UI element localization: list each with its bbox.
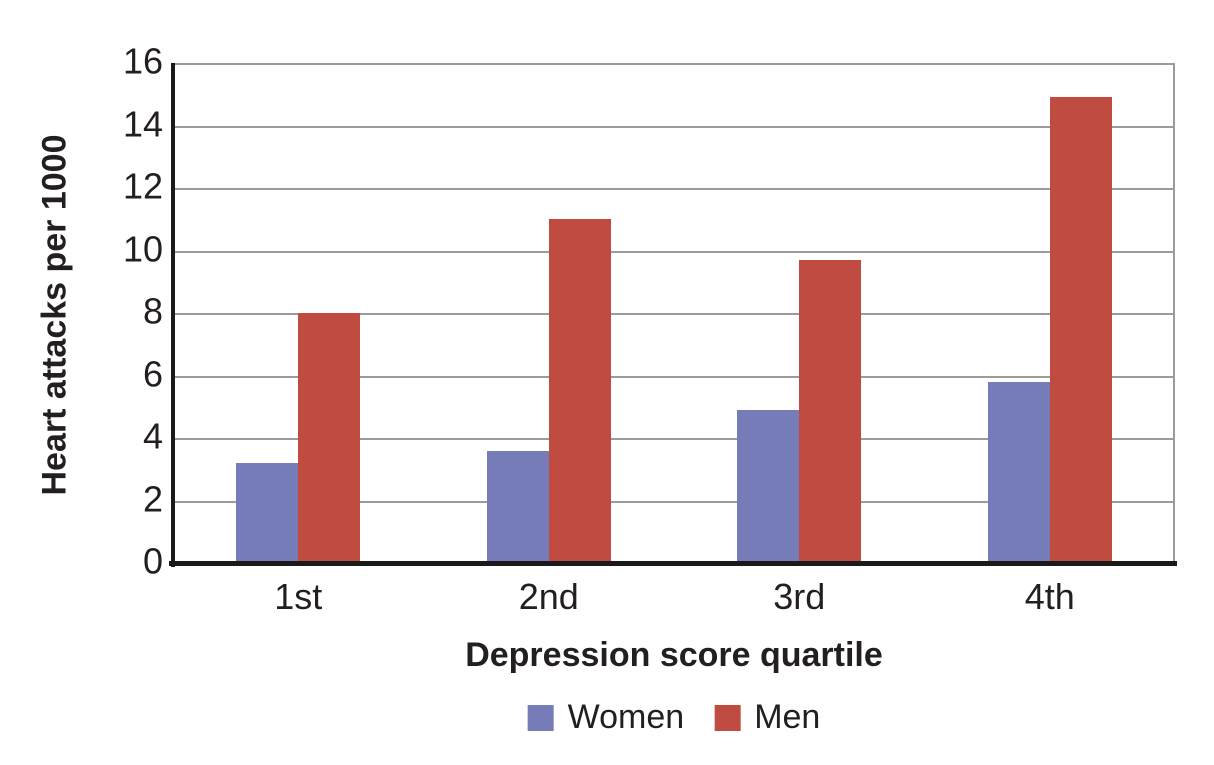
- gridline-2: [173, 500, 1173, 503]
- gridline-14: [173, 125, 1173, 128]
- y-tick-label-12: 12: [122, 165, 163, 207]
- y-tick-label-10: 10: [122, 227, 163, 269]
- y-tick-label-8: 8: [142, 290, 163, 332]
- legend: Women Men: [527, 698, 820, 737]
- x-axis-title: Depression score quartile: [465, 636, 883, 674]
- gridline-8: [173, 313, 1173, 315]
- y-tick-label-6: 6: [142, 352, 163, 394]
- legend-label-men: Men: [754, 698, 821, 736]
- gridline-10: [173, 250, 1173, 253]
- x-tick-label-2nd: 2nd: [518, 576, 579, 617]
- y-axis-title: Heart attacks per 1000: [35, 134, 74, 496]
- y-axis-line: [171, 63, 175, 567]
- y-tick-label-16: 16: [122, 40, 163, 82]
- bar-men-1st: [298, 313, 361, 563]
- plot-area: [173, 63, 1175, 563]
- bar-men-4th: [1049, 97, 1112, 563]
- x-tick-label-1st: 1st: [274, 576, 323, 617]
- gridline-4: [173, 438, 1173, 440]
- legend-label-women: Women: [567, 698, 685, 736]
- y-tick-label-4: 4: [142, 415, 163, 457]
- bar-men-2nd: [548, 219, 611, 563]
- gridline-6: [173, 375, 1173, 378]
- x-tick-label-4th: 4th: [1024, 576, 1075, 617]
- bar-women-3rd: [737, 409, 800, 563]
- legend-item-women: Women: [527, 698, 685, 737]
- y-tick-label-2: 2: [142, 477, 163, 519]
- legend-item-men: Men: [714, 698, 820, 737]
- legend-swatch-women: [527, 704, 554, 731]
- bar-women-2nd: [486, 450, 549, 563]
- x-tick-label-3rd: 3rd: [773, 576, 826, 617]
- gridline-12: [173, 188, 1173, 190]
- bar-women-4th: [987, 381, 1050, 563]
- y-tick-label-0: 0: [142, 540, 163, 582]
- x-axis-line: [169, 561, 1177, 566]
- legend-swatch-men: [714, 704, 741, 731]
- gridline-16: [173, 63, 1173, 65]
- bar-women-1st: [236, 463, 299, 563]
- bar-men-3rd: [799, 259, 862, 563]
- y-tick-label-14: 14: [122, 102, 163, 144]
